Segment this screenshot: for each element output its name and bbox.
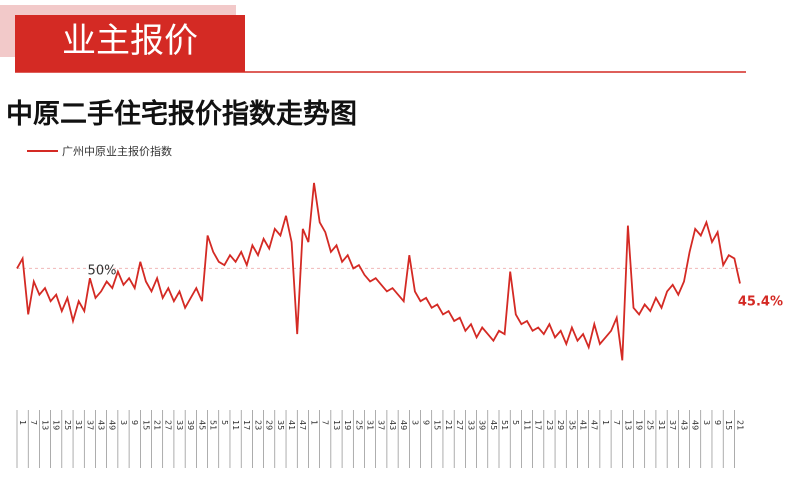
x-tick-label: 35	[276, 420, 285, 430]
x-tick-label: 45	[197, 420, 206, 430]
x-tick-label: 49	[691, 420, 700, 430]
x-tick-label: 41	[578, 420, 587, 430]
x-tick-label: 3	[119, 420, 128, 425]
x-tick-label: 45	[489, 420, 498, 430]
x-tick-label: 13	[623, 420, 632, 430]
x-tick-label: 47	[298, 420, 307, 430]
x-tick-label: 21	[153, 420, 162, 430]
x-tick-label: 43	[96, 420, 105, 430]
x-tick-label: 1	[601, 420, 610, 425]
x-tick-label: 15	[141, 420, 150, 430]
x-tick-label: 39	[478, 420, 487, 430]
x-tick-label: 17	[534, 420, 543, 430]
x-tick-label: 43	[388, 420, 397, 430]
x-tick-label: 41	[287, 420, 296, 430]
x-tick-label: 9	[713, 420, 722, 425]
x-tick-label: 51	[500, 420, 509, 430]
x-tick-label: 7	[612, 420, 621, 425]
reference-label: 50%	[88, 263, 117, 278]
x-tick-label: 43	[679, 420, 688, 430]
end-label: 45.4%	[738, 294, 783, 309]
x-tick-label: 9	[130, 420, 139, 425]
x-tick-label: 37	[377, 420, 386, 430]
legend-label: 广州中原业主报价指数	[62, 144, 172, 158]
x-tick-label: 5	[511, 420, 520, 425]
x-tick-label: 5	[220, 420, 229, 425]
x-tick-label: 33	[466, 420, 475, 430]
x-tick-label: 15	[433, 420, 442, 430]
x-tick-label: 33	[175, 420, 184, 430]
x-tick-label: 13	[40, 420, 49, 430]
x-tick-label: 3	[702, 420, 711, 425]
x-tick-label: 19	[635, 420, 644, 430]
x-tick-label: 25	[63, 420, 72, 430]
x-tick-label: 35	[567, 420, 576, 430]
x-tick-label: 25	[354, 420, 363, 430]
x-tick-label: 15	[724, 420, 733, 430]
x-tick-label: 27	[455, 420, 464, 430]
x-tick-label: 23	[545, 420, 554, 430]
x-tick-label: 39	[186, 420, 195, 430]
x-tick-label: 29	[265, 420, 274, 430]
x-tick-label: 7	[321, 420, 330, 425]
x-tick-label: 19	[52, 420, 61, 430]
header-title: 业主报价	[62, 21, 198, 61]
x-tick-label: 31	[365, 420, 374, 430]
x-tick-label: 25	[646, 420, 655, 430]
x-tick-label: 29	[556, 420, 565, 430]
x-tick-label: 37	[85, 420, 94, 430]
x-tick-label: 11	[522, 420, 531, 430]
x-tick-label: 27	[164, 420, 173, 430]
x-tick-label: 13	[332, 420, 341, 430]
x-tick-label: 7	[29, 420, 38, 425]
x-tick-label: 51	[209, 420, 218, 430]
x-tick-label: 21	[735, 420, 744, 430]
chart-title: 中原二手住宅报价指数走势图	[6, 98, 357, 130]
x-tick-label: 11	[231, 420, 240, 430]
x-tick-label: 3	[410, 420, 419, 425]
header-box	[15, 15, 245, 72]
x-tick-label: 47	[590, 420, 599, 430]
x-tick-label: 49	[399, 420, 408, 430]
x-tick-label: 19	[343, 420, 352, 430]
x-tick-label: 31	[74, 420, 83, 430]
x-tick-label: 1	[18, 420, 27, 425]
x-tick-label: 23	[253, 420, 262, 430]
x-tick-label: 17	[242, 420, 251, 430]
x-tick-label: 31	[657, 420, 666, 430]
x-tick-label: 21	[444, 420, 453, 430]
x-tick-label: 9	[422, 420, 431, 425]
series-line	[16, 182, 741, 361]
x-tick-label: 49	[108, 420, 117, 430]
x-tick-label: 1	[309, 420, 318, 425]
x-tick-label: 37	[668, 420, 677, 430]
